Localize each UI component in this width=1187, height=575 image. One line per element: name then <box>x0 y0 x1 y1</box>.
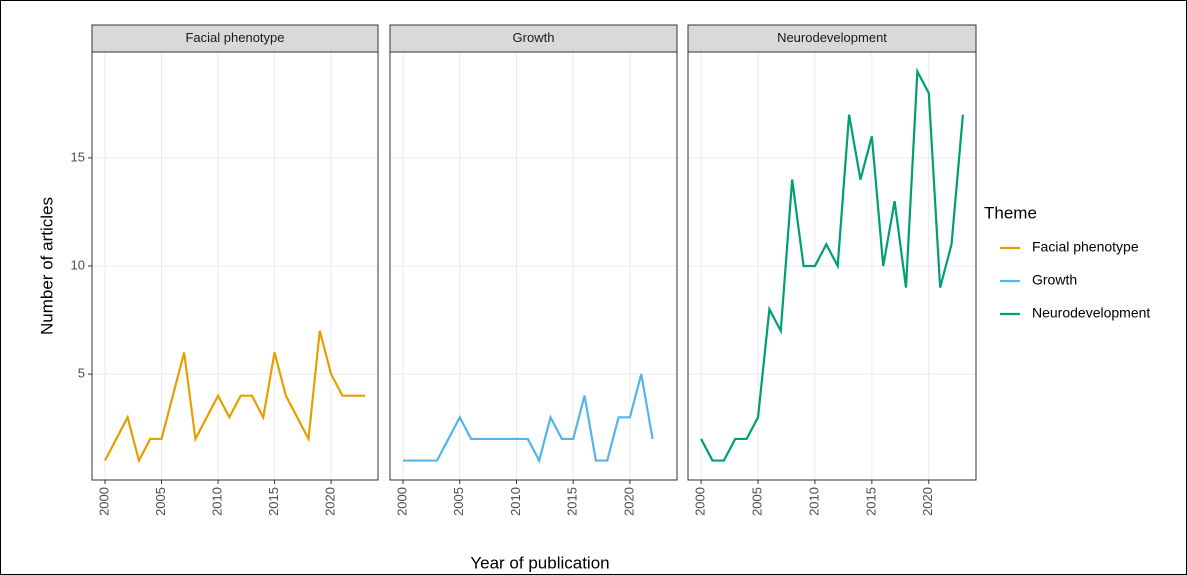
strip <box>389 24 678 53</box>
x-tick-label: 2005 <box>153 487 168 516</box>
panel-border <box>91 51 379 481</box>
y-tick-label: 15 <box>71 149 85 164</box>
x-tick-label: 2010 <box>806 487 821 516</box>
x-tick-label: 2000 <box>394 487 409 516</box>
x-tick-label: 2000 <box>96 487 111 516</box>
x-tick-label: 2015 <box>565 487 580 516</box>
strip-label: Facial phenotype <box>185 30 284 45</box>
x-tick-label: 2020 <box>920 487 935 516</box>
x-tick-label: 2020 <box>621 487 636 516</box>
strip-label: Neurodevelopment <box>777 30 887 45</box>
y-tick-label: 5 <box>78 366 85 381</box>
legend-title: Theme <box>984 203 1037 222</box>
panel-border <box>389 51 678 481</box>
x-axis-label: Year of publication <box>470 553 609 572</box>
x-tick-label: 2010 <box>209 487 224 516</box>
strip-label: Growth <box>513 30 555 45</box>
x-tick-label: 2000 <box>693 487 708 516</box>
x-tick-label: 2010 <box>508 487 523 516</box>
line <box>403 373 654 464</box>
legend-label: Facial phenotype <box>1032 239 1139 255</box>
panel-border <box>687 51 977 481</box>
legend-label: Growth <box>1032 272 1077 288</box>
strip <box>91 24 379 53</box>
x-tick-label: 2015 <box>863 487 878 516</box>
y-tick-label: 10 <box>71 257 85 272</box>
x-tick-label: 2005 <box>749 487 764 516</box>
line <box>104 330 365 464</box>
x-tick-label: 2020 <box>323 487 338 516</box>
y-axis-label: Number of articles <box>37 197 56 335</box>
x-tick-label: 2015 <box>266 487 281 516</box>
x-tick-label: 2005 <box>451 487 466 516</box>
strip <box>687 24 977 53</box>
line <box>700 67 965 462</box>
legend-label: Neurodevelopment <box>1032 305 1150 321</box>
